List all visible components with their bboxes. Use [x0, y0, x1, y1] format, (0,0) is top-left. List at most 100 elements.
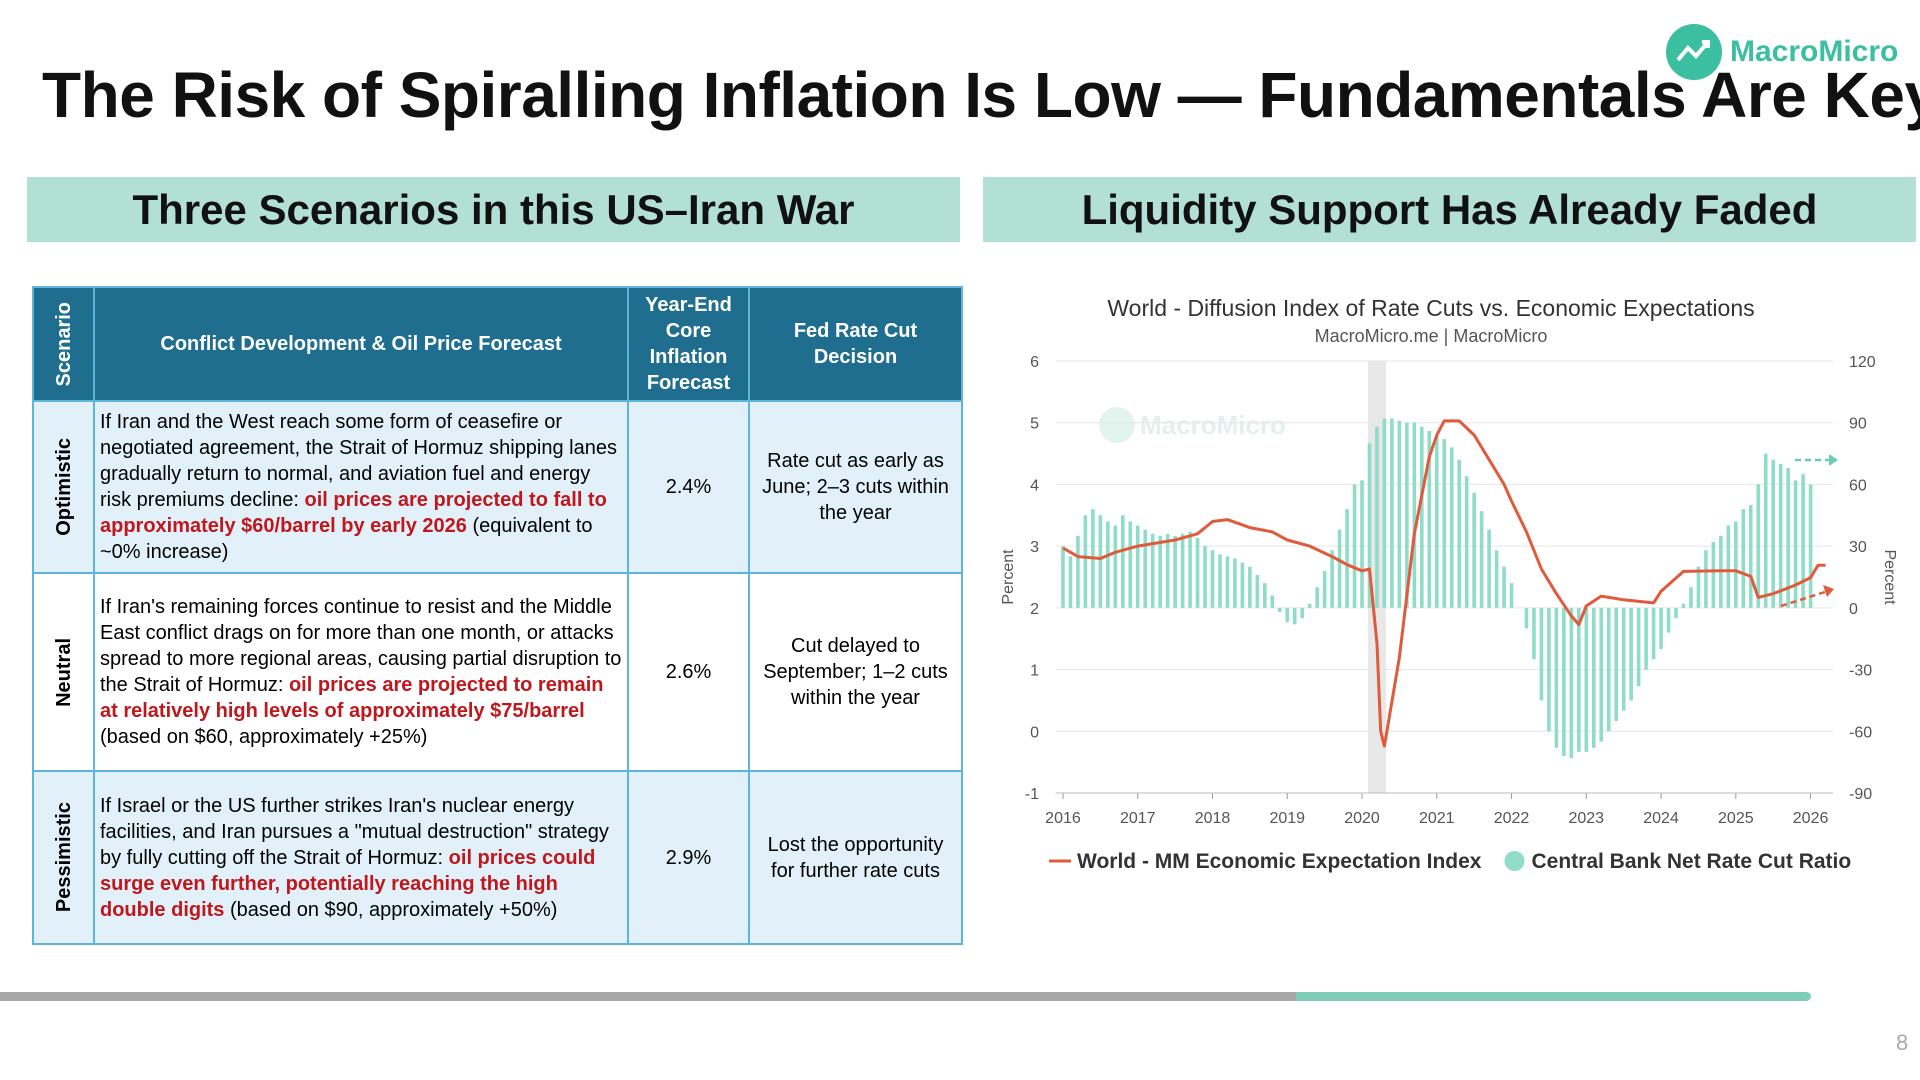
- y-tick-label: 6: [1030, 354, 1039, 371]
- bar: [1808, 484, 1813, 608]
- bar: [1083, 515, 1088, 608]
- oil-forecast: oil prices are projected to fall to appr…: [100, 489, 607, 537]
- bar: [1584, 607, 1589, 752]
- conflict-text: (based on $60, approximately +25%): [100, 726, 428, 748]
- footer-bar: [0, 992, 1296, 1001]
- slide-title: The Risk of Spiralling Inflation Is Low …: [42, 59, 1920, 131]
- bar: [1591, 607, 1596, 748]
- bar: [1076, 535, 1080, 608]
- conflict-text: If Israel or the US further strikes Iran…: [100, 794, 609, 869]
- logo: MacroMicro: [1666, 22, 1916, 82]
- conflict-cell: If Iran and the West reach some form of …: [93, 400, 629, 574]
- conflict-text: (equivalent to ~0% increase): [100, 515, 593, 563]
- bar: [1292, 607, 1297, 625]
- y2-tick-label: 60: [1849, 477, 1867, 494]
- bar: [1345, 509, 1349, 608]
- bar: [1614, 607, 1618, 721]
- inflation-cell: 2.6%: [627, 572, 750, 772]
- legend-swatch: [1504, 851, 1525, 871]
- bar: [1696, 566, 1701, 608]
- oil-forecast: oil prices could surge even further, pot…: [100, 846, 596, 921]
- bar: [1412, 422, 1417, 608]
- x-tick-label: 2020: [1344, 810, 1380, 827]
- bar: [1218, 554, 1222, 608]
- fed-cell: Rate cut as early as June; 2–3 cuts with…: [748, 400, 963, 574]
- watermark-icon: [1099, 407, 1135, 443]
- y-tick-label: 1: [1030, 663, 1039, 680]
- conflict-cell: If Israel or the US further strikes Iran…: [93, 770, 629, 945]
- bar: [1621, 607, 1626, 711]
- logo-icon: [1666, 24, 1722, 80]
- table-row: Optimistic If Iran and the West reach som…: [32, 400, 963, 574]
- bar: [1352, 484, 1357, 608]
- bar: [1562, 607, 1566, 756]
- y-tick-label: 4: [1030, 477, 1039, 494]
- y-axis-title: Percent: [1000, 549, 1017, 605]
- bar: [1135, 525, 1140, 608]
- header-cell: Year-End Core Inflation Forecast: [627, 286, 750, 402]
- conflict-cell: If Iran's remaining forces continue to r…: [93, 572, 629, 772]
- bar: [1554, 607, 1559, 748]
- bar: [1277, 607, 1282, 612]
- bar: [1367, 443, 1372, 608]
- x-tick-label: 2026: [1793, 810, 1829, 827]
- y-tick-label: -1: [1025, 786, 1039, 803]
- line: [1062, 419, 1826, 748]
- bar: [1629, 607, 1633, 701]
- bar: [1434, 435, 1439, 608]
- header-cell: Conflict Development & Oil Price Forecas…: [93, 286, 629, 402]
- arrow-head: [1829, 454, 1838, 466]
- legend-label: World - MM Economic Expectation Index: [1077, 850, 1482, 873]
- watermark: MacroMicro: [1140, 410, 1286, 440]
- bar: [1143, 529, 1148, 608]
- conflict-text: If Iran's remaining forces continue to r…: [100, 596, 622, 696]
- bar: [1674, 607, 1678, 619]
- y2-tick-label: 0: [1849, 601, 1858, 618]
- bar: [1599, 607, 1604, 742]
- y-tick-label: 0: [1030, 724, 1039, 741]
- bar: [1636, 607, 1641, 687]
- y2-tick-label: -60: [1849, 724, 1872, 741]
- conflict-text: If Iran and the West reach some form of …: [100, 411, 617, 511]
- arrow-head: [1823, 585, 1834, 597]
- bar: [1539, 607, 1544, 701]
- bar: [1113, 525, 1118, 608]
- x-tick-label: 2017: [1120, 810, 1156, 827]
- y2-tick-label: -30: [1849, 663, 1872, 680]
- header-cell: Fed Rate Cut Decision: [748, 286, 963, 402]
- bar: [1375, 426, 1379, 608]
- scenario-label: Optimistic: [52, 438, 75, 536]
- bar: [1106, 521, 1110, 608]
- x-tick-label: 2024: [1643, 810, 1679, 827]
- bar: [1390, 418, 1394, 608]
- logo-text: MacroMicro: [1730, 35, 1899, 68]
- bar: [1128, 521, 1133, 608]
- bar: [1158, 535, 1162, 608]
- x-tick-label: 2018: [1195, 810, 1231, 827]
- y2-tick-label: 30: [1849, 539, 1867, 556]
- bar: [1801, 474, 1805, 608]
- bar: [1577, 607, 1581, 752]
- bar: [1666, 607, 1671, 633]
- fed-cell: Cut delayed to September; 1–2 cuts withi…: [748, 572, 963, 772]
- bar: [1203, 546, 1207, 608]
- bar: [1659, 607, 1663, 649]
- bar: [1322, 570, 1327, 608]
- bar: [1494, 550, 1499, 608]
- bar: [1651, 607, 1656, 660]
- bar: [1061, 546, 1065, 608]
- bar: [1741, 509, 1746, 608]
- bar: [1689, 587, 1693, 608]
- footer-bar-accent: [1296, 992, 1811, 1001]
- page-number: 8: [1896, 1030, 1909, 1055]
- chart-subtitle: MacroMicro.me | MacroMicro: [1315, 326, 1548, 346]
- bar: [1330, 550, 1334, 608]
- bar: [1397, 420, 1402, 608]
- projection-arrow: [1780, 589, 1829, 608]
- bar: [1464, 476, 1469, 608]
- inflation-cell: 2.4%: [627, 400, 750, 574]
- y2-tick-label: 90: [1849, 416, 1867, 433]
- bar: [1606, 607, 1611, 732]
- section-title: Three Scenarios in this US–Iran War: [27, 177, 960, 242]
